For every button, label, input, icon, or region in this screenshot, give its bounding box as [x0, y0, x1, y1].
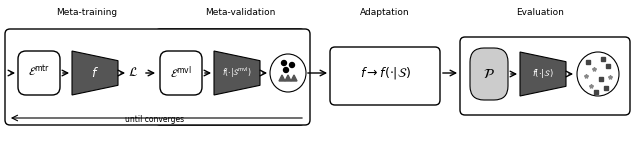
Text: $f(\cdot|\mathcal{S})$: $f(\cdot|\mathcal{S})$: [532, 67, 554, 81]
Polygon shape: [72, 51, 118, 95]
Text: Meta-training: Meta-training: [56, 8, 118, 17]
FancyBboxPatch shape: [460, 37, 630, 115]
Circle shape: [282, 60, 287, 65]
Ellipse shape: [577, 52, 619, 96]
FancyBboxPatch shape: [18, 51, 60, 95]
Bar: [594, 90, 598, 94]
Text: $\mathcal{E}^{\rm mtr}$: $\mathcal{E}^{\rm mtr}$: [28, 63, 50, 79]
Circle shape: [284, 67, 289, 73]
Polygon shape: [214, 51, 260, 95]
FancyBboxPatch shape: [160, 51, 202, 95]
Bar: [586, 60, 590, 64]
Text: $\mathcal{E}^{\rm mvl}$: $\mathcal{E}^{\rm mvl}$: [170, 65, 192, 81]
Text: Adaptation: Adaptation: [360, 8, 410, 17]
Polygon shape: [291, 75, 297, 81]
Text: $\mathcal{P}$: $\mathcal{P}$: [483, 67, 495, 81]
FancyBboxPatch shape: [5, 29, 310, 125]
Text: $f(\cdot|\mathcal{S}^{\rm mvl})$: $f(\cdot|\mathcal{S}^{\rm mvl})$: [222, 66, 252, 80]
Bar: [601, 57, 605, 61]
Circle shape: [289, 62, 294, 67]
Text: $f$: $f$: [91, 66, 99, 80]
Ellipse shape: [270, 54, 306, 92]
FancyBboxPatch shape: [155, 29, 305, 125]
Polygon shape: [520, 52, 566, 96]
Bar: [599, 77, 603, 81]
Bar: [606, 64, 610, 68]
FancyBboxPatch shape: [470, 48, 508, 100]
Text: Meta-validation: Meta-validation: [205, 8, 275, 17]
Polygon shape: [285, 75, 291, 81]
Text: Evaluation: Evaluation: [516, 8, 564, 17]
Text: $f \rightarrow f(\cdot|\mathcal{S})$: $f \rightarrow f(\cdot|\mathcal{S})$: [360, 65, 410, 81]
FancyBboxPatch shape: [330, 47, 440, 105]
Polygon shape: [279, 75, 285, 81]
Text: $\mathcal{L}$: $\mathcal{L}$: [128, 66, 138, 80]
Bar: [604, 86, 608, 90]
Text: until converges: until converges: [125, 115, 184, 124]
